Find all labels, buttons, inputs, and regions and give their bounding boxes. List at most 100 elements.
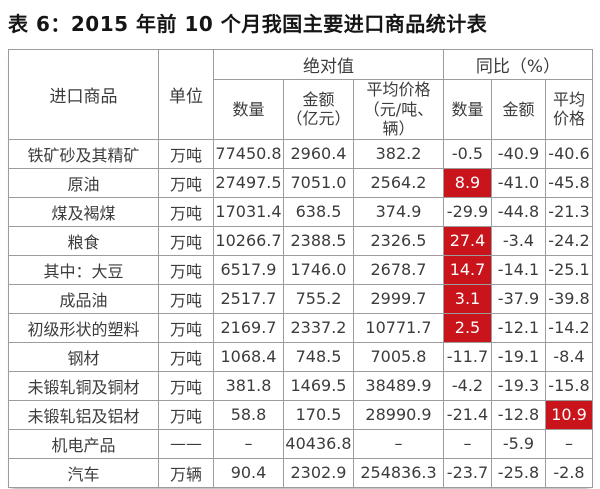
value-cell: 17031.4 — [213, 196, 284, 227]
table-row: 机电产品 —— – 40436.8 – – -5.9 – — [8, 428, 594, 459]
header-abs-amount-line1: 金额 — [302, 89, 335, 109]
value-cell: -40.6 — [544, 138, 594, 169]
header-abs-avg-price: 平均价格 （元/吨、辆） — [353, 79, 444, 140]
value-cell: 254836.3 — [353, 457, 444, 488]
commodity-cell: 粮食 — [8, 225, 159, 256]
value-cell: 755.2 — [283, 283, 354, 314]
value-cell: -3.4 — [491, 225, 546, 256]
unit-cell: 万吨 — [158, 283, 214, 314]
table-header: 进口商品 单位 绝对值 同比（%） 数量 金额 （亿元） 平均价格 （元/吨、辆… — [8, 49, 594, 140]
value-cell: 2388.5 — [283, 225, 354, 256]
commodity-cell: 机电产品 — [8, 428, 159, 459]
value-cell: -12.1 — [491, 312, 546, 343]
table-row: 粮食 万吨 10266.7 2388.5 2326.5 27.4 -3.4 -2… — [8, 225, 594, 256]
commodity-cell: 汽车 — [8, 457, 159, 488]
unit-cell: 万吨 — [158, 138, 214, 169]
value-cell: 2999.7 — [353, 283, 444, 314]
value-cell: 1068.4 — [213, 341, 284, 372]
unit-cell: 万吨 — [158, 399, 214, 430]
header-group-yoy: 同比（%） — [442, 49, 594, 80]
header-abs-quantity: 数量 — [213, 79, 284, 140]
commodity-cell: 成品油 — [8, 283, 159, 314]
value-cell-highlighted: 14.7 — [443, 254, 492, 285]
header-group-absolute: 绝对值 — [213, 49, 444, 80]
value-cell: -41.0 — [491, 167, 546, 198]
unit-cell: 万吨 — [158, 312, 214, 343]
value-cell: 58.8 — [213, 399, 284, 430]
value-cell: -25.8 — [491, 457, 546, 488]
imports-table: 进口商品 单位 绝对值 同比（%） 数量 金额 （亿元） 平均价格 （元/吨、辆… — [8, 49, 594, 488]
value-cell: -24.2 — [544, 225, 594, 256]
value-cell: -0.5 — [443, 138, 492, 169]
value-cell: 638.5 — [283, 196, 354, 227]
value-cell: 2678.7 — [353, 254, 444, 285]
table-row: 铁矿砂及其精矿 万吨 77450.8 2960.4 382.2 -0.5 -40… — [8, 138, 594, 169]
value-cell: -14.1 — [491, 254, 546, 285]
table-row: 其中：大豆 万吨 6517.9 1746.0 2678.7 14.7 -14.1… — [8, 254, 594, 285]
header-yoy-quantity: 数量 — [443, 79, 492, 140]
value-cell: 28990.9 — [353, 399, 444, 430]
unit-cell: 万吨 — [158, 225, 214, 256]
unit-cell: 万辆 — [158, 457, 214, 488]
header-commodity: 进口商品 — [8, 49, 159, 140]
value-cell: -14.2 — [544, 312, 594, 343]
table-row: 煤及褐煤 万吨 17031.4 638.5 374.9 -29.9 -44.8 … — [8, 196, 594, 227]
value-cell: -12.8 — [491, 399, 546, 430]
value-cell: 374.9 — [353, 196, 444, 227]
value-cell: 40436.8 — [283, 428, 354, 459]
unit-cell: 万吨 — [158, 196, 214, 227]
value-cell: -19.1 — [491, 341, 546, 372]
value-cell: 2302.9 — [283, 457, 354, 488]
unit-cell: 万吨 — [158, 254, 214, 285]
value-cell: -5.9 — [491, 428, 546, 459]
table-row: 成品油 万吨 2517.7 755.2 2999.7 3.1 -37.9 -39… — [8, 283, 594, 314]
header-sub-row: 数量 金额 （亿元） 平均价格 （元/吨、辆） 数量 金额 平均 价格 — [9, 79, 594, 140]
commodity-cell: 未锻轧铝及铝材 — [8, 399, 159, 430]
value-cell: – — [443, 428, 492, 459]
value-cell: -23.7 — [443, 457, 492, 488]
value-cell: -21.3 — [544, 196, 594, 227]
value-cell: 1746.0 — [283, 254, 354, 285]
value-cell: 7051.0 — [283, 167, 354, 198]
unit-cell: 万吨 — [158, 341, 214, 372]
value-cell: – — [544, 428, 594, 459]
value-cell: -39.8 — [544, 283, 594, 314]
commodity-cell: 煤及褐煤 — [8, 196, 159, 227]
value-cell: 381.8 — [213, 370, 284, 401]
value-cell: -25.1 — [544, 254, 594, 285]
value-cell: 38489.9 — [353, 370, 444, 401]
unit-cell: 万吨 — [158, 370, 214, 401]
header-yoy-avg-price-line2: 价格 — [553, 109, 586, 129]
header-abs-amount-line2: （亿元） — [286, 109, 351, 129]
value-cell: -19.3 — [491, 370, 546, 401]
value-cell: -4.2 — [443, 370, 492, 401]
value-cell: 2326.5 — [353, 225, 444, 256]
value-cell: 2337.2 — [283, 312, 354, 343]
value-cell: -8.4 — [544, 341, 594, 372]
table-row: 汽车 万辆 90.4 2302.9 254836.3 -23.7 -25.8 -… — [8, 457, 594, 488]
table-row: 原油 万吨 27497.5 7051.0 2564.2 8.9 -41.0 -4… — [8, 167, 594, 198]
value-cell: -29.9 — [443, 196, 492, 227]
value-cell: -44.8 — [491, 196, 546, 227]
value-cell: 7005.8 — [353, 341, 444, 372]
value-cell: 90.4 — [213, 457, 284, 488]
value-cell-highlighted: 10.9 — [544, 399, 594, 430]
header-abs-avg-price-line1: 平均价格 — [366, 80, 431, 99]
value-cell: -11.7 — [443, 341, 492, 372]
value-cell-highlighted: 3.1 — [443, 283, 492, 314]
header-yoy-avg-price: 平均 价格 — [544, 79, 594, 140]
value-cell: -40.9 — [491, 138, 546, 169]
value-cell: 170.5 — [283, 399, 354, 430]
commodity-cell: 钢材 — [8, 341, 159, 372]
header-group-row: 进口商品 单位 绝对值 同比（%） — [8, 49, 594, 140]
header-abs-avg-price-line2: （元/吨、辆） — [363, 99, 434, 139]
table-row: 钢材 万吨 1068.4 748.5 7005.8 -11.7 -19.1 -8… — [8, 341, 594, 372]
commodity-cell: 未锻轧铜及铜材 — [8, 370, 159, 401]
value-cell: 748.5 — [283, 341, 354, 372]
table-row: 未锻轧铜及铜材 万吨 381.8 1469.5 38489.9 -4.2 -19… — [8, 370, 594, 401]
value-cell-highlighted: 27.4 — [443, 225, 492, 256]
unit-cell: —— — [158, 428, 214, 459]
commodity-cell: 原油 — [8, 167, 159, 198]
header-yoy-avg-price-line1: 平均 — [553, 89, 586, 109]
